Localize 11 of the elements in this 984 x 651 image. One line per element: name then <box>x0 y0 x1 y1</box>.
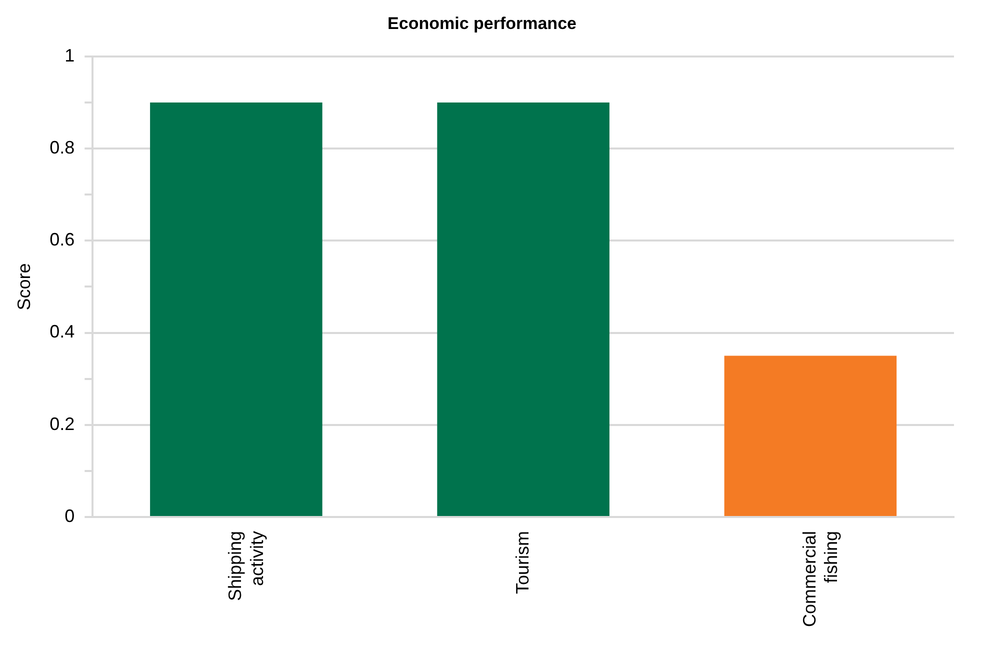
x-tick-label: Tourism <box>512 530 532 594</box>
y-tick-label: 0.4 <box>50 322 75 342</box>
y-tick-label: 1 <box>64 45 75 66</box>
chart-title: Economic performance <box>388 14 576 33</box>
y-tick-label: 0.2 <box>50 414 75 434</box>
y-tick-label: 0 <box>64 506 75 526</box>
y-axis-title: Score <box>14 263 34 310</box>
x-tick-label: Commercial fishing <box>799 530 842 628</box>
y-tick-label: 0.6 <box>50 230 75 250</box>
y-tick-label: 0.8 <box>50 137 75 158</box>
x-tick-label: Shipping activity <box>225 530 267 602</box>
